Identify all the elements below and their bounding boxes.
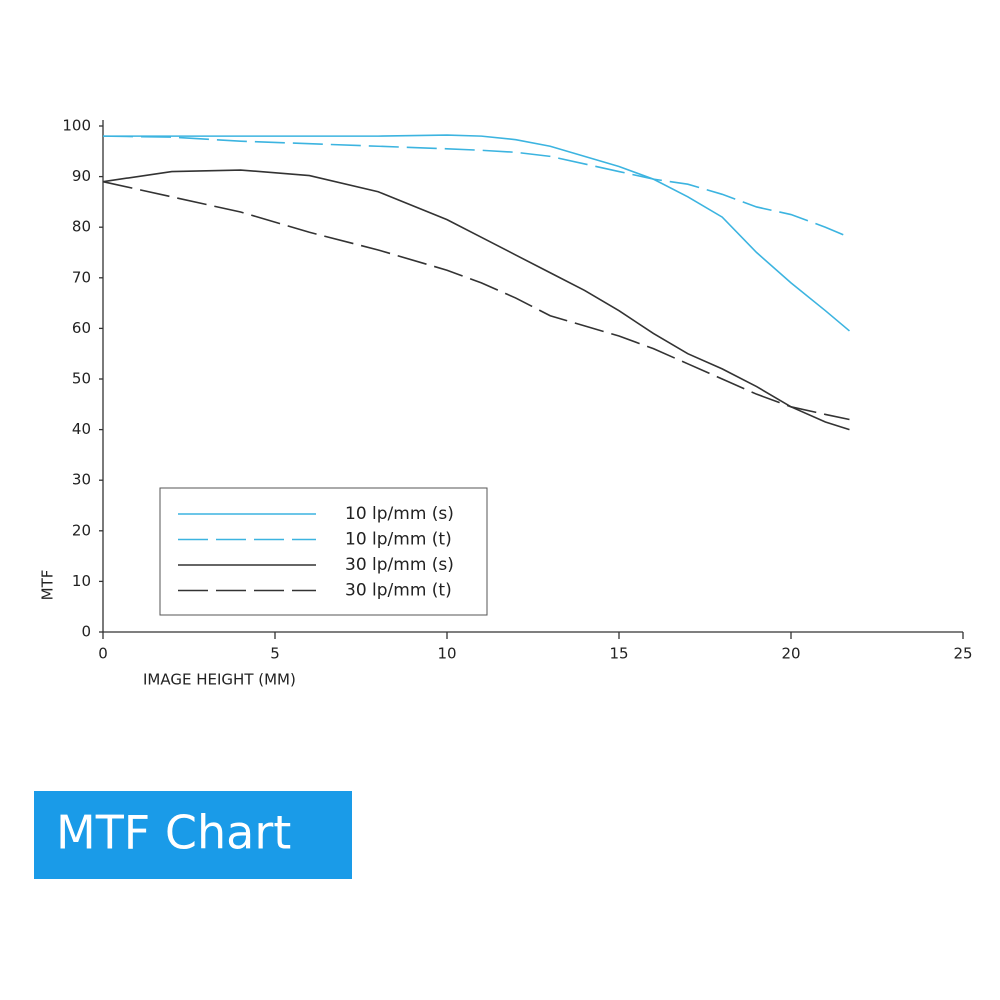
y-tick-label: 80 (72, 218, 91, 236)
series-line (102, 135, 850, 239)
series-line (103, 134, 850, 332)
legend-label: 10 lp/mm (t) (345, 530, 452, 550)
y-tick-label: 90 (72, 167, 91, 185)
x-tick-label: 10 (437, 645, 456, 663)
y-tick-label: 50 (72, 370, 91, 388)
title-box (34, 791, 352, 879)
y-tick-label: 0 (81, 623, 91, 641)
y-tick-label: 20 (72, 521, 91, 539)
x-tick-label: 25 (953, 645, 972, 663)
legend-label: 30 lp/mm (s) (345, 555, 454, 575)
x-axis-label: IMAGE HEIGHT (MM) (143, 671, 296, 689)
y-tick-label: 10 (72, 572, 91, 590)
x-tick-label: 20 (781, 645, 800, 663)
legend-label: 30 lp/mm (t) (345, 581, 452, 601)
legend-box (159, 487, 488, 616)
x-tick-label: 0 (98, 645, 108, 663)
series-line (102, 169, 850, 431)
x-tick-label: 5 (270, 645, 280, 663)
y-axis-label: MTF (39, 570, 57, 601)
chart-title: MTF Chart (56, 806, 291, 860)
y-tick-label: 60 (72, 319, 91, 337)
series-line (102, 180, 850, 421)
x-tick-label: 15 (609, 645, 628, 663)
y-tick-label: 100 (62, 117, 91, 135)
y-tick-label: 30 (72, 471, 91, 489)
legend-label: 10 lp/mm (s) (345, 504, 454, 524)
y-tick-label: 40 (72, 420, 91, 438)
y-tick-label: 70 (72, 268, 91, 286)
